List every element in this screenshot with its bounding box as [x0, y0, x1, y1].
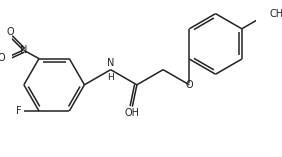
Text: H: H: [107, 73, 114, 82]
Text: O: O: [186, 80, 193, 90]
Text: OH: OH: [125, 108, 140, 118]
Text: O: O: [0, 53, 5, 63]
Text: O: O: [7, 27, 14, 37]
Text: N: N: [107, 58, 114, 68]
Text: N: N: [19, 45, 27, 55]
Text: CH₃: CH₃: [269, 9, 282, 19]
Text: F: F: [16, 106, 21, 116]
